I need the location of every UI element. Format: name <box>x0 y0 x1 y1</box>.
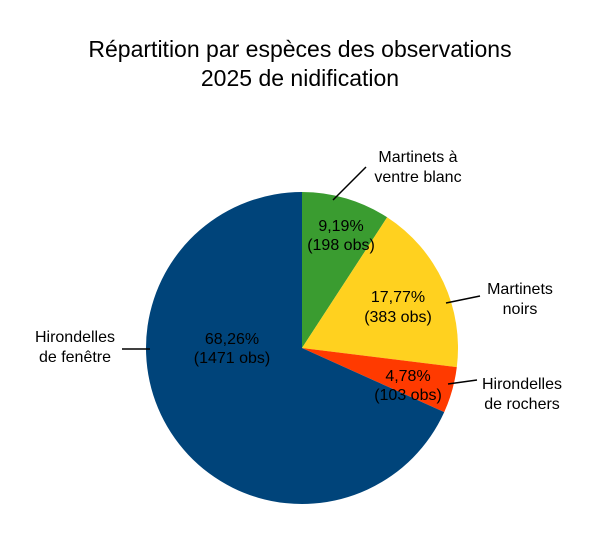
slice-label-percent-hirondelles-rochers: 4,78% <box>385 368 430 385</box>
slice-name-martinets-ventre-blanc-line-2: ventre blanc <box>374 169 461 186</box>
slice-name-hirondelles-rochers-line-1: Hirondelles <box>482 376 562 393</box>
slice-label-percent-martinets-noirs: 17,77% <box>371 289 425 306</box>
slice-name-hirondelles-rochers-line-2: de rochers <box>484 396 560 413</box>
pie-slice-martinets-noirs <box>302 217 459 368</box>
slice-label-count-martinets-ventre-blanc: (198 obs) <box>307 237 375 254</box>
slice-label-percent-hirondelles-fenetre: 68,26% <box>205 331 259 348</box>
leader-line-martinets-ventre-blanc <box>332 166 367 201</box>
chart-title-line-2: 2025 de nidification <box>201 65 399 91</box>
pie-slice-hirondelles-fenetre <box>146 192 445 505</box>
leader-line-hirondelles-rochers <box>447 379 478 385</box>
slice-name-martinets-ventre-blanc-line-1: Martinets à <box>378 149 457 166</box>
slice-label-count-hirondelles-fenetre: (1471 obs) <box>194 350 271 367</box>
slice-label-count-martinets-noirs: (383 obs) <box>364 309 432 326</box>
pie-slices <box>146 192 459 505</box>
slice-label-count-hirondelles-rochers: (103 obs) <box>374 387 442 404</box>
leader-lines <box>122 166 481 385</box>
pie-slice-martinets-ventre-blanc <box>302 192 388 348</box>
slice-name-hirondelles-fenetre-line-1: Hirondelles <box>35 329 115 346</box>
chart-title-line-1: Répartition par espèces des observations <box>88 36 511 62</box>
slice-label-percent-martinets-ventre-blanc: 9,19% <box>318 218 363 235</box>
slice-name-martinets-noirs-line-1: Martinets <box>487 281 553 298</box>
leader-line-martinets-noirs <box>445 295 481 304</box>
slice-name-hirondelles-fenetre-line-2: de fenêtre <box>39 349 111 366</box>
pie-slice-hirondelles-rochers <box>302 348 457 413</box>
slice-name-martinets-noirs-line-2: noirs <box>503 301 538 318</box>
